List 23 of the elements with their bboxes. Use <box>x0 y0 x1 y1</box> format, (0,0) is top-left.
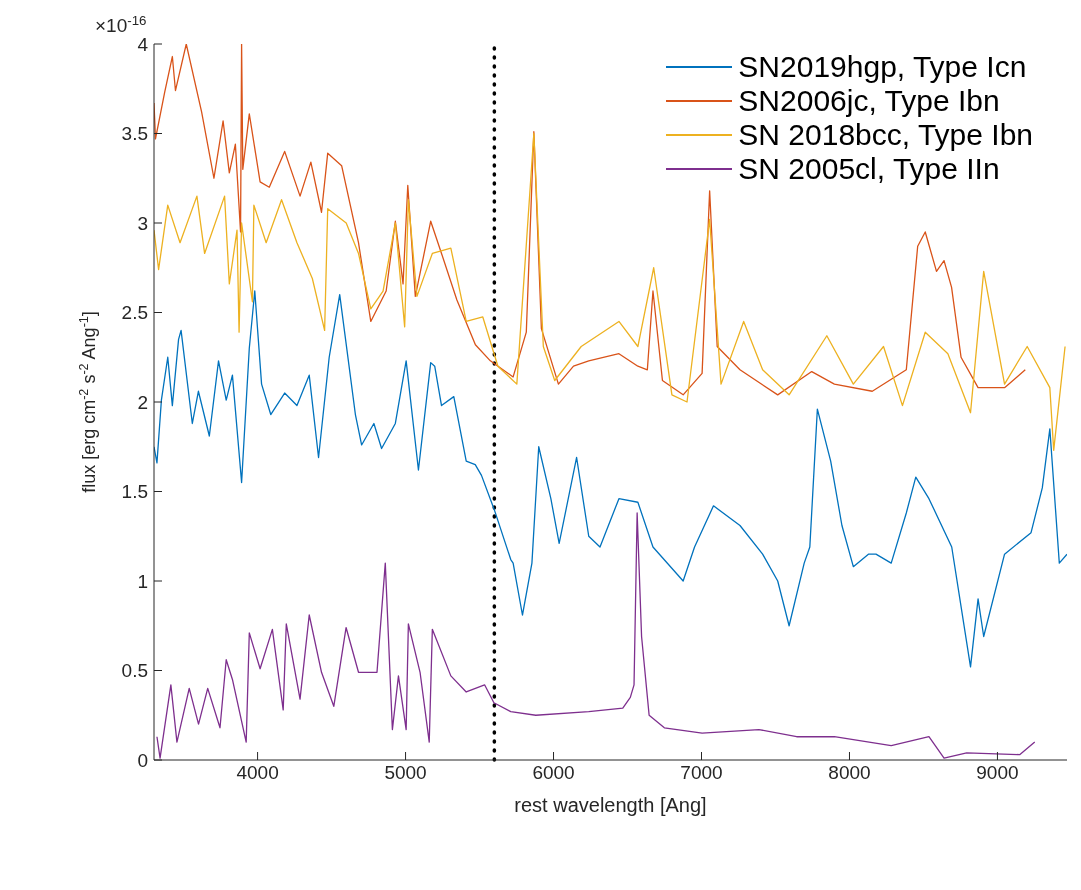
y-tick-label: 2.5 <box>121 302 148 324</box>
line-series <box>156 512 1036 759</box>
legend-label: SN2006jc, Type Ibn <box>738 84 1000 118</box>
x-tick-label: 5000 <box>384 762 427 784</box>
y-tick-label: 0 <box>137 749 148 771</box>
x-tick-label: 4000 <box>236 762 279 784</box>
x-tick-label: 6000 <box>532 762 575 784</box>
y-tick-label: 2 <box>137 391 148 413</box>
y-tick-label: 0.5 <box>121 660 148 682</box>
x-axis-title: rest wavelength [Ang] <box>514 794 707 816</box>
y-tick-label: 3.5 <box>121 123 148 145</box>
y-tick-label: 3 <box>137 212 148 234</box>
x-tick-label: 7000 <box>680 762 723 784</box>
legend-label: SN 2005cl, Type IIn <box>738 152 1000 186</box>
text: ×10$^{-16}$ <box>95 12 147 36</box>
legend-label: SN 2018bcc, Type Ibn <box>738 118 1033 152</box>
y-tick-label: 1.5 <box>121 481 148 503</box>
line-series <box>154 290 1067 668</box>
y-tick-label: 4 <box>137 33 149 55</box>
x-tick-label: 9000 <box>976 762 1019 784</box>
legend-label: SN2019hgp, Type Icn <box>738 50 1027 84</box>
y-tick-label: 1 <box>137 570 148 592</box>
x-tick-label: 8000 <box>828 762 871 784</box>
